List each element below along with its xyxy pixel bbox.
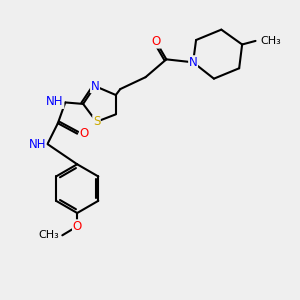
Text: CH₃: CH₃	[39, 230, 59, 240]
Text: O: O	[80, 127, 89, 140]
Text: O: O	[73, 220, 82, 233]
Text: NH: NH	[46, 95, 64, 108]
Text: N: N	[189, 56, 197, 69]
Text: S: S	[93, 115, 100, 128]
Text: N: N	[91, 80, 99, 93]
Text: O: O	[151, 35, 160, 48]
Text: CH₃: CH₃	[260, 36, 281, 46]
Text: NH: NH	[28, 138, 46, 151]
